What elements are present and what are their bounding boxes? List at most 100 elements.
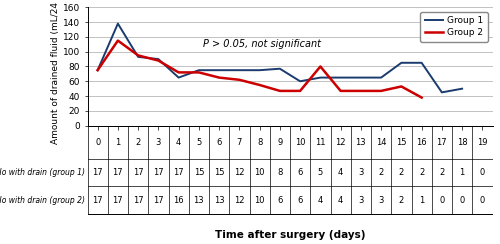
Text: 17: 17 (112, 196, 123, 205)
Text: 0: 0 (480, 168, 485, 177)
Text: 5: 5 (196, 138, 202, 147)
Text: 18: 18 (457, 138, 468, 147)
Group 2 (297, 90, 303, 92)
Text: 2: 2 (440, 168, 444, 177)
Text: 6: 6 (298, 196, 303, 205)
Group 1 (297, 80, 303, 83)
Group 2 (115, 39, 121, 42)
Text: 4: 4 (338, 196, 344, 205)
Text: 17: 17 (153, 168, 164, 177)
Group 1 (459, 87, 465, 90)
Text: 17: 17 (112, 168, 123, 177)
Text: 1: 1 (419, 196, 424, 205)
Text: 15: 15 (194, 168, 204, 177)
Text: 3: 3 (358, 196, 364, 205)
Text: Time after surgery (days): Time after surgery (days) (215, 230, 365, 240)
Line: Group 1: Group 1 (98, 24, 462, 92)
Text: 10: 10 (254, 196, 265, 205)
Text: 14: 14 (376, 138, 386, 147)
Text: 6: 6 (298, 168, 303, 177)
Group 2 (256, 83, 262, 86)
Group 1 (94, 69, 100, 72)
Text: 3: 3 (378, 196, 384, 205)
Text: 7: 7 (236, 138, 242, 147)
Group 1 (439, 91, 445, 94)
Text: 9: 9 (277, 138, 282, 147)
Group 2 (156, 59, 162, 62)
Text: 2: 2 (136, 138, 141, 147)
Group 1 (277, 67, 283, 70)
Group 2 (277, 90, 283, 92)
Group 2 (398, 85, 404, 88)
Text: 15: 15 (396, 138, 406, 147)
Text: 4: 4 (338, 168, 344, 177)
Text: 2: 2 (399, 168, 404, 177)
Group 2 (338, 90, 344, 92)
Text: 8: 8 (277, 168, 282, 177)
Text: 11: 11 (315, 138, 326, 147)
Text: 13: 13 (214, 196, 224, 205)
Text: 15: 15 (214, 168, 224, 177)
Text: 17: 17 (133, 168, 143, 177)
Text: 12: 12 (336, 138, 346, 147)
Text: 2: 2 (378, 168, 384, 177)
Group 2 (196, 71, 202, 74)
Group 1 (378, 76, 384, 79)
Text: 17: 17 (133, 196, 143, 205)
Y-axis label: Amount of drained fluid (mL/24 h): Amount of drained fluid (mL/24 h) (51, 0, 60, 143)
Text: P > 0.05, not significant: P > 0.05, not significant (203, 39, 321, 49)
Group 1 (318, 76, 324, 79)
Group 2 (176, 71, 182, 74)
Text: 17: 17 (153, 196, 164, 205)
Text: 6: 6 (216, 138, 222, 147)
Group 1 (196, 69, 202, 72)
Text: 16: 16 (174, 196, 184, 205)
Text: 0: 0 (480, 196, 485, 205)
Text: No with drain (group 1): No with drain (group 1) (0, 168, 86, 177)
Group 1 (216, 69, 222, 72)
Group 2 (378, 90, 384, 92)
Text: 17: 17 (436, 138, 447, 147)
Text: 3: 3 (156, 138, 161, 147)
Group 1 (156, 58, 162, 61)
Group 2 (418, 96, 424, 99)
Text: 0: 0 (440, 196, 444, 205)
Group 2 (94, 69, 100, 72)
Text: 10: 10 (295, 138, 306, 147)
Text: 6: 6 (277, 196, 282, 205)
Text: 0: 0 (95, 138, 100, 147)
Text: 10: 10 (254, 168, 265, 177)
Text: 4: 4 (318, 196, 323, 205)
Text: 2: 2 (399, 196, 404, 205)
Group 2 (216, 76, 222, 79)
Group 1 (135, 55, 141, 58)
Legend: Group 1, Group 2: Group 1, Group 2 (420, 12, 488, 41)
Group 2 (318, 65, 324, 68)
Text: 13: 13 (194, 196, 204, 205)
Group 1 (256, 69, 262, 72)
Text: 16: 16 (416, 138, 427, 147)
Text: 2: 2 (419, 168, 424, 177)
Text: 17: 17 (174, 168, 184, 177)
Text: 19: 19 (477, 138, 488, 147)
Group 2 (358, 90, 364, 92)
Text: 12: 12 (234, 168, 244, 177)
Group 1 (236, 69, 242, 72)
Text: 13: 13 (356, 138, 366, 147)
Group 1 (358, 76, 364, 79)
Text: 0: 0 (460, 196, 465, 205)
Text: 17: 17 (92, 168, 103, 177)
Text: 1: 1 (115, 138, 120, 147)
Text: 1: 1 (460, 168, 465, 177)
Text: No with drain (group 2): No with drain (group 2) (0, 196, 86, 205)
Group 1 (115, 22, 121, 25)
Text: 8: 8 (257, 138, 262, 147)
Group 1 (398, 61, 404, 64)
Group 2 (135, 54, 141, 57)
Group 1 (176, 76, 182, 79)
Text: 17: 17 (92, 196, 103, 205)
Text: 12: 12 (234, 196, 244, 205)
Text: 3: 3 (358, 168, 364, 177)
Group 2 (236, 78, 242, 81)
Text: 5: 5 (318, 168, 323, 177)
